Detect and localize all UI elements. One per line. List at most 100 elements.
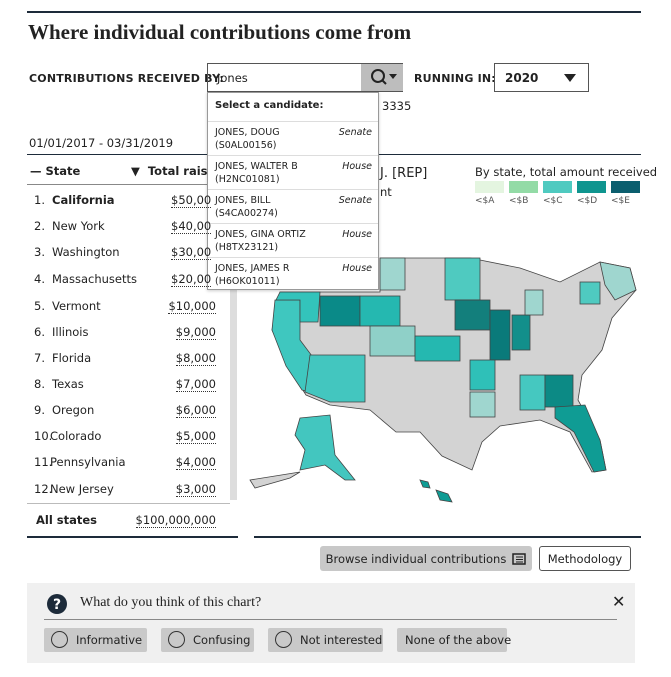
state [579,281,601,305]
amount: $20,00 [171,272,212,287]
state-header-text: State [45,164,81,178]
year-value: 2020 [505,71,539,85]
candidate-name: JONES, BILL [215,195,271,206]
rule [27,184,238,185]
legend-swatch [543,181,572,193]
rank: 3. [34,245,45,259]
state [524,289,544,316]
legend-label: <$B [509,196,529,206]
feedback-option[interactable]: None of the above [397,628,511,652]
state-name: Illinois [52,325,89,339]
running-label: RUNNING IN: [414,72,496,85]
legend-title: By state, total amount received [475,165,658,179]
state [511,314,531,351]
candidate-option[interactable]: JONES, BILL (S4CA00274) Senate [208,189,378,224]
amount: $40,00 [171,219,212,234]
state-name: Florida [52,351,92,365]
state [275,291,321,323]
candidate-id: (H8TX23121) [215,242,279,253]
state [599,261,637,301]
feedback-option[interactable]: Not interested [268,628,383,652]
total-amount: $100,000,000 [135,513,216,528]
rank: 6. [34,325,45,339]
state-header[interactable]: — State [30,164,81,178]
state-name: Vermont [52,299,101,313]
feedback-option[interactable]: Informative [44,628,147,652]
rule [27,503,230,504]
rank: 2. [34,219,45,233]
state-name: New York [52,219,105,233]
amount: $7,000 [175,377,216,392]
legend-label: <$D [577,196,598,206]
methodology-button[interactable]: Methodology [539,546,631,571]
amount: $8,000 [175,351,216,366]
amount: $6,000 [175,403,216,418]
option-label: Informative [76,633,143,647]
candidate-office: Senate [338,127,372,138]
browse-button[interactable]: Browse individual contributions [320,546,532,571]
candidate-option[interactable]: JONES, JAMES R (H6OK01011) House [208,257,378,292]
candidate-option[interactable]: JONES, DOUG (S0AL00156) Senate [208,121,378,156]
amount: $30,00 [171,245,212,260]
year-select[interactable]: 2020 [494,63,589,92]
amount: $10,000 [168,299,216,314]
candidate-name: JONES, GINA ORTIZ [215,229,306,240]
candidate-option[interactable]: JONES, WALTER B (H2NC01081) House [208,155,378,190]
feedback-option[interactable]: Confusing [161,628,254,652]
state [444,257,481,301]
state-name: New Jersey [50,482,114,496]
total-header[interactable]: ▼ Total raise [131,164,216,178]
table-icon [512,552,527,565]
legend-swatch [509,181,538,193]
rank: 4. [34,272,45,286]
state [489,309,511,361]
face-icon [51,631,68,648]
option-label: Not interested [300,633,383,647]
alaska-islands [249,471,301,489]
select-arrow [564,74,576,82]
candidate-id: (S0AL00156) [215,140,277,151]
candidate-name: JONES, DOUG [215,127,280,138]
candidate-name: JONES, WALTER B [215,161,298,172]
search-button[interactable] [361,64,403,91]
candidate-name: JONES, JAMES R [215,263,290,274]
title: Where individual contributions come from [28,20,412,44]
candidate-office: House [342,263,372,274]
candidate-office: Senate [338,195,372,206]
dropdown-heading: Select a candidate: [215,100,324,111]
hawaii [419,479,453,503]
face-icon [168,631,185,648]
state-name: Colorado [50,429,102,443]
state [414,335,461,362]
alaska [294,414,356,481]
search-query: Jones [217,71,248,85]
rule [27,536,238,538]
feedback-box: ? What do you think of this chart? ✕ Inf… [27,583,635,663]
candidate-id: (H6OK01011) [215,276,280,287]
rank: 1. [34,193,45,207]
candidate-office: House [342,229,372,240]
top-rule [27,11,641,13]
search-label: CONTRIBUTIONS RECEIVED BY: [29,72,224,85]
total-header-text: Total raise [147,164,216,178]
close-button[interactable]: ✕ [612,592,626,611]
state-name: Massachusetts [52,272,137,286]
occluded-text: 3335 [382,99,412,113]
state [304,354,366,403]
rank: 12. [34,482,53,496]
scrollbar[interactable] [230,185,237,500]
amount: $4,000 [175,455,216,470]
methodology-label: Methodology [547,551,623,566]
rule [254,536,641,538]
amount: $3,000 [175,482,216,497]
legend-swatch [611,181,640,193]
state [519,374,546,411]
rank: 10. [34,429,53,443]
candidate-dropdown: Select a candidate: JONES, DOUG (S0AL0015… [207,92,379,290]
occluded-text: J. [REP] [380,166,428,181]
option-label: None of the above [405,633,512,647]
search-input[interactable]: Jones [207,63,403,92]
date-range: 01/01/2017 - 03/31/2019 [29,136,174,150]
candidate-option[interactable]: JONES, GINA ORTIZ (H8TX23121) House [208,223,378,258]
state-name: California [52,193,115,207]
